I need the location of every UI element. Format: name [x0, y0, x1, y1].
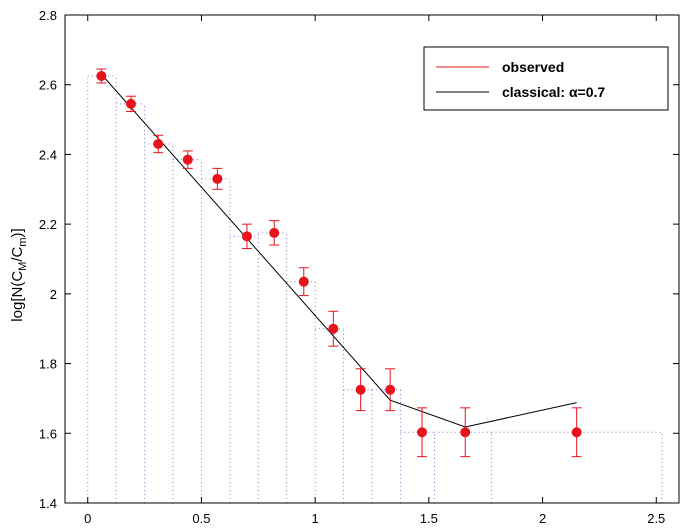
observed-point [269, 227, 280, 238]
y-axis: 1.4 1.6 1.8 2 2.2 2.4 2.6 2.8 [39, 8, 679, 511]
x-tick-label: 0 [84, 511, 91, 526]
plot-frame [64, 14, 680, 504]
y-tick-label: 2.6 [39, 78, 57, 93]
y-tick-label: 1.6 [39, 426, 57, 441]
x-tick-label: 2.5 [647, 511, 665, 526]
x-axis: 0 0.5 1 1.5 2 2.5 [84, 15, 665, 526]
observed-point-group [571, 407, 582, 458]
y-tick-label: 1.4 [39, 496, 57, 511]
y-axis-title: log[N(CM/Cm)] [9, 228, 29, 321]
observed-point-group [417, 407, 428, 458]
observed-series [96, 68, 582, 458]
x-tick-label: 0.5 [192, 511, 210, 526]
observed-point-group [385, 368, 396, 412]
y-tick-label: 2.2 [39, 217, 57, 232]
observed-point-group [355, 368, 366, 412]
observed-point [355, 384, 366, 395]
legend-label-classical: classical: α=0.7 [502, 84, 605, 100]
observed-point-group [298, 267, 309, 297]
ylabel-main: log[N(C [9, 271, 26, 322]
observed-point [571, 427, 582, 438]
observed-point-group [241, 223, 252, 250]
observed-point [460, 427, 471, 438]
observed-point [328, 323, 339, 334]
observed-point [212, 173, 223, 184]
y-tick-label: 2 [50, 287, 57, 302]
observed-point [241, 231, 252, 242]
legend-box [423, 46, 669, 111]
observed-point-group [96, 68, 107, 84]
x-tick-label: 1 [312, 511, 319, 526]
observed-point [96, 71, 107, 81]
observed-point [153, 138, 164, 149]
ylabel-sub1: M [17, 262, 29, 271]
observed-point [385, 384, 396, 395]
observed-point-group [212, 167, 223, 190]
legend: observed classical: α=0.7 [423, 46, 669, 111]
y-tick-label: 2.4 [39, 147, 57, 162]
x-tick-label: 2 [539, 511, 546, 526]
ylabel-mid: /C [9, 246, 26, 261]
x-tick-label: 1.5 [420, 511, 438, 526]
observed-point-group [125, 95, 136, 113]
observed-point [182, 154, 193, 165]
y-tick-label: 2.8 [39, 8, 57, 23]
ylabel-end: )] [9, 228, 26, 237]
observed-point [125, 98, 136, 109]
observed-point-group [460, 407, 471, 458]
observed-point-group [328, 310, 339, 347]
observed-point [417, 427, 428, 438]
legend-label-observed: observed [502, 59, 564, 75]
observed-point [298, 276, 309, 287]
observed-point-group [153, 134, 164, 154]
y-tick-label: 1.8 [39, 357, 57, 372]
observed-point-group [182, 150, 193, 169]
ylabel-sub2: m [17, 237, 29, 246]
observed-point-group [269, 220, 280, 246]
